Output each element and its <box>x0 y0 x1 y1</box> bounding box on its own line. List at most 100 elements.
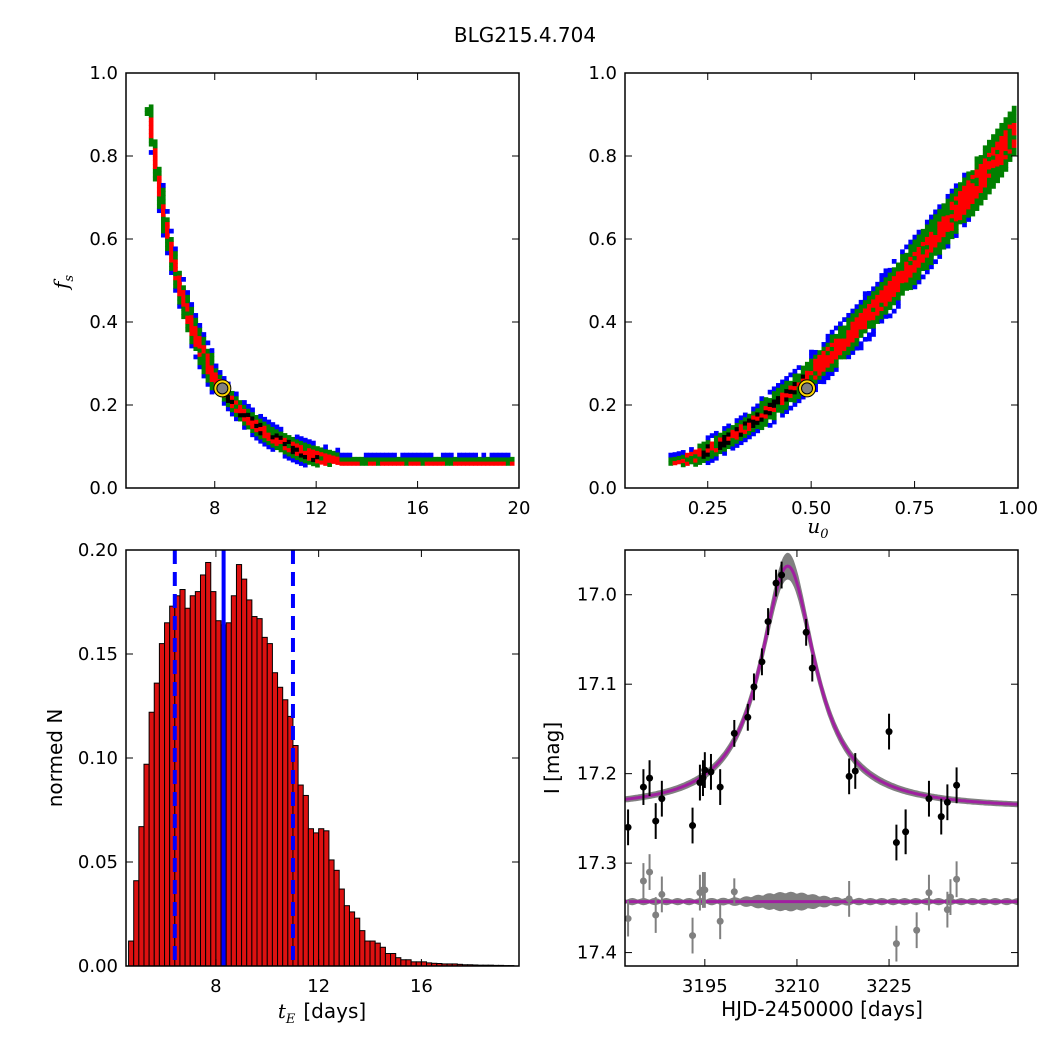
density-cell <box>229 407 235 413</box>
density-cell <box>999 122 1005 128</box>
density-cell <box>713 451 719 457</box>
density-cell <box>676 455 682 461</box>
density-cell <box>371 452 377 458</box>
density-cell <box>887 305 893 310</box>
density-cell <box>767 402 773 407</box>
density-cell <box>813 349 818 355</box>
density-cell <box>185 290 190 295</box>
density-cell <box>1003 125 1009 131</box>
density-cell <box>242 412 247 418</box>
density-cell <box>701 458 707 463</box>
density-cell <box>701 454 707 459</box>
density-cell <box>966 175 972 181</box>
density-cell <box>234 412 239 418</box>
density-cell <box>895 274 901 280</box>
density-cell <box>254 431 259 437</box>
density-cell <box>949 226 955 231</box>
density-cell <box>900 270 905 275</box>
density-cell <box>343 452 349 458</box>
density-cell <box>501 452 507 458</box>
density-cell <box>825 371 831 376</box>
density-cell <box>813 379 818 384</box>
density-cell <box>829 367 835 372</box>
density-cell <box>428 461 434 466</box>
residual-point <box>943 906 951 914</box>
density-cell <box>883 289 889 294</box>
density-cell <box>879 277 885 282</box>
histogram-bar <box>153 682 160 967</box>
density-cell <box>937 245 943 251</box>
density-cell <box>933 221 938 227</box>
density-cell <box>937 225 943 230</box>
density-cell <box>408 461 414 466</box>
density-cell <box>497 461 503 466</box>
x-tick-label: 20 <box>508 498 531 519</box>
density-cell <box>817 358 823 364</box>
density-cell <box>201 344 207 350</box>
density-cell <box>156 170 162 176</box>
density-cell <box>254 419 259 424</box>
density-cell <box>234 395 239 401</box>
model-line <box>625 564 1018 806</box>
density-cell <box>937 220 943 226</box>
density-cell <box>294 434 300 440</box>
density-cell <box>871 294 876 300</box>
density-cell <box>193 325 199 331</box>
density-cell <box>986 156 992 162</box>
histogram-bar <box>390 953 397 967</box>
density-cell <box>821 362 827 368</box>
density-cell <box>213 363 219 369</box>
density-cell <box>838 350 843 356</box>
density-cell <box>489 452 495 458</box>
density-cell <box>193 317 199 322</box>
density-cell <box>722 434 727 440</box>
density-cell <box>982 157 988 163</box>
density-cell <box>916 242 922 247</box>
density-cell <box>197 335 203 341</box>
density-cell <box>270 442 276 448</box>
density-cell <box>780 412 785 418</box>
density-cell <box>920 245 926 251</box>
histogram-bar <box>297 784 304 967</box>
density-cell <box>978 192 984 198</box>
histogram-bar <box>405 959 412 967</box>
histogram-bar <box>364 940 371 967</box>
density-cell <box>842 342 847 347</box>
density-cell <box>953 233 959 238</box>
x-tick-label: 8 <box>210 976 221 997</box>
density-cell <box>197 343 203 349</box>
density-cell <box>290 457 296 463</box>
density-cell <box>351 456 357 462</box>
density-cell <box>461 461 466 466</box>
density-cell <box>238 412 243 418</box>
density-cell <box>883 309 889 315</box>
density-cell <box>371 456 377 462</box>
density-cell <box>970 207 976 213</box>
data-point <box>639 783 647 791</box>
density-cell <box>945 243 951 249</box>
y-tick-label: 0.05 <box>78 852 118 873</box>
density-cell <box>970 178 976 184</box>
density-cell <box>726 444 732 450</box>
density-cell <box>705 451 711 457</box>
density-cell <box>266 436 272 441</box>
density-cell <box>1011 122 1017 128</box>
density-cell <box>1007 119 1013 125</box>
density-cell <box>315 446 320 451</box>
residual-point <box>913 926 921 934</box>
density-cell <box>722 430 727 436</box>
residual-point <box>646 868 654 876</box>
density-cell <box>290 453 296 459</box>
density-cell <box>705 443 711 449</box>
density-cell <box>396 456 401 462</box>
density-cell <box>181 301 186 307</box>
density-cell <box>891 300 897 306</box>
density-cell <box>668 461 674 466</box>
density-cell <box>871 327 876 333</box>
density-cell <box>505 456 511 462</box>
density-cell <box>995 145 1000 150</box>
density-cell <box>254 414 259 420</box>
density-cell <box>871 307 876 312</box>
density-cell <box>693 453 698 459</box>
density-cell <box>173 263 178 268</box>
